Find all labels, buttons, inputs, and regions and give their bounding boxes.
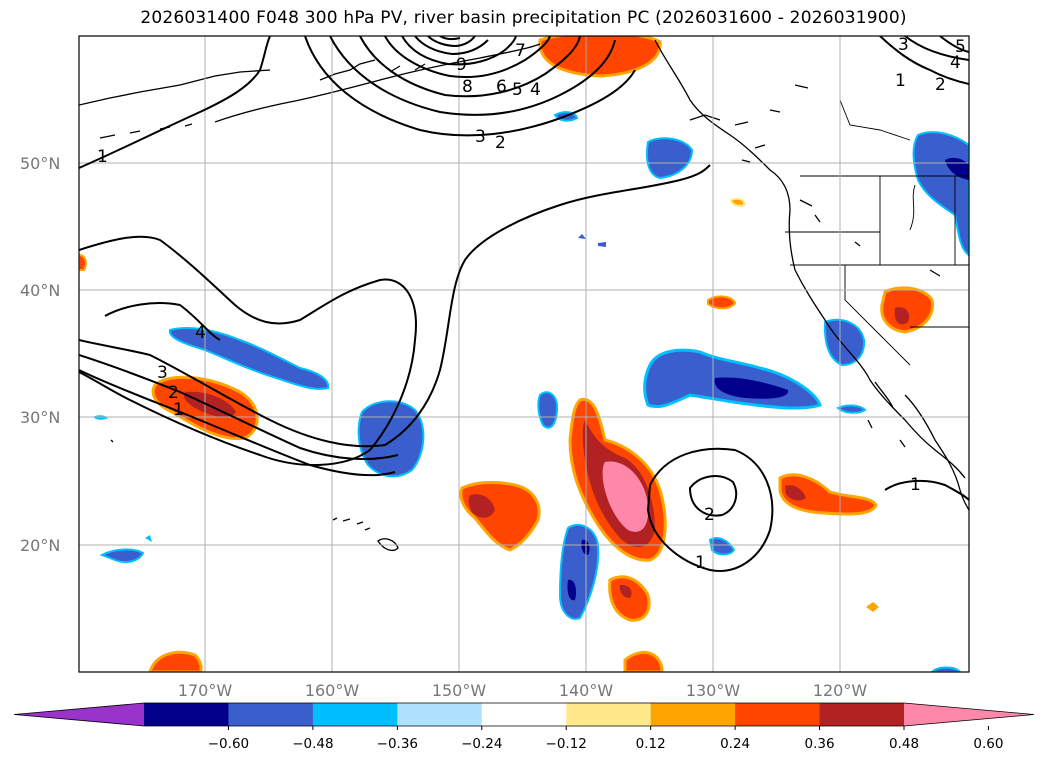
- lon-label: 150°W: [432, 681, 487, 700]
- contour-label: 2: [704, 505, 715, 525]
- contour-label: 3: [475, 127, 486, 147]
- contour-labels: 1 2 3 2 1 4 3 4 5 6 7 8 9 1 2 3 4 5 2 1 …: [97, 35, 966, 573]
- contour-label: 8: [462, 77, 473, 97]
- colorbar-tick-label: −0.12: [546, 736, 587, 752]
- contour-label: 7: [515, 41, 526, 61]
- colorbar-swatch: [735, 703, 821, 726]
- latitude-labels: 50°N 40°N 30°N 20°N: [20, 154, 60, 555]
- contour-label: 1: [895, 71, 906, 91]
- contour-label: 6: [496, 77, 507, 97]
- colorbar-swatch: [397, 703, 483, 726]
- contour-label: 5: [512, 80, 523, 100]
- contour-label: 1: [97, 147, 108, 167]
- colorbar-swatch: [819, 703, 905, 726]
- contour-label: 1: [910, 475, 921, 495]
- lon-label: 170°W: [178, 681, 233, 700]
- lon-label: 120°W: [813, 681, 868, 700]
- colorbar-outline: [13, 702, 1035, 727]
- contour-label: 2: [495, 133, 506, 153]
- colorbar-tick-label: 0.48: [889, 736, 919, 752]
- map-border: [78, 35, 970, 673]
- colorbar-extension-low: [14, 703, 144, 726]
- contour-label: 2: [168, 383, 179, 403]
- colorbar-swatch: [481, 703, 567, 726]
- contour-label: 4: [195, 323, 206, 343]
- contour-label: 4: [950, 53, 961, 73]
- colorbar-tick-label: 0.12: [636, 736, 666, 752]
- contour-label: 9: [456, 55, 467, 75]
- lat-label: 40°N: [20, 281, 60, 300]
- longitude-labels: 170°W 160°W 150°W 140°W 130°W 120°W: [178, 681, 868, 700]
- political-borders: [785, 99, 969, 366]
- lat-label: 20°N: [20, 536, 60, 555]
- contour-label: 1: [695, 553, 706, 573]
- colorbar-extension-high: [904, 703, 1034, 726]
- colorbar-tick-label: −0.48: [292, 736, 333, 752]
- colorbar-swatch: [228, 703, 314, 726]
- lat-label: 30°N: [20, 408, 60, 427]
- colorbar-tick-label: −0.24: [461, 736, 502, 752]
- colorbar-tick-label: 0.60: [973, 736, 1003, 752]
- map-title: 2026031400 F048 300 hPa PV, river basin …: [140, 8, 907, 28]
- contour-label: 3: [157, 363, 168, 383]
- contour-label: 3: [898, 35, 909, 55]
- colorbar-tick-label: 0.24: [720, 736, 750, 752]
- colorbar-swatch: [312, 703, 398, 726]
- colorbar-swatch: [144, 703, 229, 726]
- colorbar-swatch: [650, 703, 736, 726]
- lon-label: 140°W: [559, 681, 614, 700]
- lat-label: 50°N: [20, 154, 60, 173]
- contour-label: 5: [955, 37, 966, 57]
- contour-label: 1: [173, 400, 184, 420]
- contour-label: 2: [935, 75, 946, 95]
- lon-label: 160°W: [305, 681, 360, 700]
- pv-contours: [79, 36, 969, 572]
- colorbar: −0.60 −0.48 −0.36 −0.24 −0.12 0.12 0.24 0.36 0.4…: [13, 702, 1035, 752]
- precip-positive-anomalies: [79, 36, 935, 672]
- contour-label: 4: [530, 80, 541, 100]
- colorbar-tick-label: 0.36: [805, 736, 835, 752]
- colorbar-tick-label: −0.60: [208, 736, 249, 752]
- colorbar-tick-label: −0.36: [377, 736, 418, 752]
- gridlines: [79, 36, 969, 672]
- colorbar-swatch: [566, 703, 652, 726]
- lon-label: 130°W: [686, 681, 741, 700]
